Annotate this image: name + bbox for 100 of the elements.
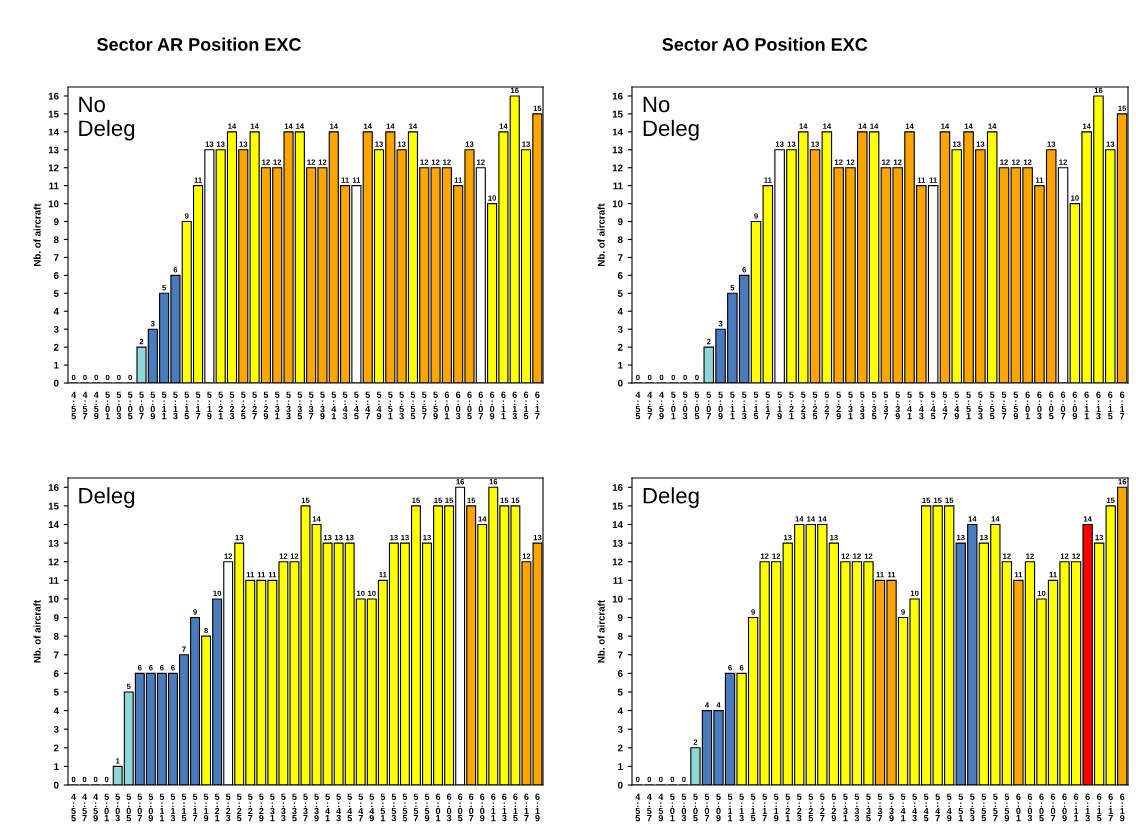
- y-tick-label: 6: [53, 272, 59, 279]
- x-tick-label: 5:19: [203, 793, 209, 822]
- x-tick-label: 6:13: [512, 391, 517, 420]
- x-tick-label: 5:17: [192, 793, 198, 822]
- x-tick-label: 5:05: [126, 793, 132, 822]
- x-tick-label: 6:17: [524, 793, 529, 822]
- x-tick-label: 5:09: [718, 391, 723, 420]
- x-tick-label: 5:23: [796, 793, 802, 822]
- y-tick-label: 16: [48, 484, 59, 491]
- x-tick-label: 5:45: [354, 391, 359, 420]
- x-tick-label: 4:55: [71, 391, 77, 420]
- y-tick-label: 15: [612, 502, 623, 510]
- x-tick-label: 5:13: [739, 793, 744, 822]
- x-tick-label: 6:09: [1072, 391, 1078, 420]
- x-tick-label: 6:15: [1108, 391, 1113, 420]
- x-tick-label: 5:05: [127, 391, 133, 420]
- x-tick-label: 5:29: [836, 391, 841, 420]
- x-tick-label: 5:39: [895, 391, 900, 420]
- y-tick-label: 5: [617, 688, 623, 696]
- x-tick-label: 5:37: [308, 391, 314, 420]
- y-tick-label: 3: [53, 725, 59, 733]
- x-tick-label: 6:07: [1050, 793, 1056, 822]
- x-tick-label: 5:51: [388, 391, 393, 420]
- y-tick-label: 10: [612, 595, 623, 603]
- x-tick-label: 5:07: [139, 391, 144, 420]
- x-tick-label: 5:29: [263, 391, 269, 420]
- y-tick-label: 8: [617, 236, 623, 244]
- x-tick-label: 6:15: [523, 391, 529, 420]
- x-tick-label: 5:47: [942, 391, 948, 420]
- x-tick-label: 5:33: [854, 793, 860, 822]
- x-tick-label: 6:07: [469, 793, 474, 822]
- x-tick-label: 5:35: [866, 793, 871, 822]
- x-tick-label: 5:11: [159, 793, 165, 822]
- x-tick-label: 5:01: [105, 391, 110, 420]
- x-tick-label: 5:57: [993, 793, 998, 822]
- x-tick-label: 6:11: [1084, 391, 1089, 420]
- x-tick-label: 5:53: [391, 793, 397, 822]
- x-tick-label: 5:35: [297, 391, 303, 420]
- y-tick-label: 6: [617, 272, 623, 279]
- x-tick-label: 4:59: [93, 793, 99, 822]
- x-tick-label: 6:11: [1073, 793, 1079, 822]
- x-tick-label: 5:41: [900, 793, 906, 822]
- y-tick-label: 2: [53, 343, 59, 351]
- x-tick-label: 5:21: [214, 793, 220, 822]
- y-tick-label: 1: [618, 763, 623, 770]
- y-tick-label: 4: [617, 707, 623, 715]
- x-tick-label: 5:13: [170, 793, 176, 822]
- x-tick-label: 5:21: [785, 793, 790, 822]
- y-tick-label: 15: [48, 110, 59, 118]
- x-tick-label: 5:51: [966, 391, 971, 420]
- y-tick-label: 13: [612, 539, 623, 547]
- x-tick-label: 6:03: [1037, 391, 1042, 420]
- x-tick-label: 5:41: [331, 391, 337, 420]
- y-axis-title: Nb. of aircraft: [33, 203, 41, 266]
- x-tick-label: 5:55: [981, 793, 987, 822]
- x-tick-label: 5:59: [424, 793, 430, 822]
- x-tick-label: 5:43: [336, 793, 342, 822]
- x-tick-label: 5:15: [184, 391, 190, 420]
- y-tick-label: 16: [612, 484, 623, 491]
- annotation: Deleg: [79, 487, 135, 508]
- x-tick-label: 5:37: [883, 391, 889, 420]
- x-tick-label: 6:01: [1025, 391, 1030, 420]
- y-tick-label: 1: [54, 361, 59, 369]
- x-tick-label: 5:01: [104, 793, 109, 822]
- x-tick-label: 4:59: [93, 391, 99, 420]
- x-tick-label: 5:09: [716, 793, 721, 822]
- y-tick-label: 7: [53, 651, 59, 659]
- y-tick-label: 4: [53, 308, 59, 315]
- y-tick-label: 14: [48, 128, 59, 136]
- x-tick-label: 6:19: [1120, 793, 1125, 822]
- x-tick-label: 6:01: [444, 391, 450, 420]
- x-tick-label: 5:29: [831, 793, 837, 822]
- x-tick-label: 5:05: [694, 391, 700, 420]
- y-tick-label: 13: [48, 146, 59, 154]
- x-tick-label: 5:41: [325, 793, 331, 822]
- chart-title: Sector AO Position EXC: [662, 37, 868, 51]
- x-tick-label: 5:03: [682, 391, 688, 420]
- x-tick-label: 5:17: [765, 391, 771, 420]
- x-tick-label: 6:05: [467, 391, 472, 420]
- y-axis-title: Nb. of aircraft: [597, 600, 605, 663]
- x-tick-label: 6:03: [1027, 793, 1033, 822]
- x-tick-label: 5:27: [824, 391, 830, 420]
- x-tick-label: 6:01: [435, 793, 441, 822]
- y-tick-label: 11: [613, 182, 623, 190]
- x-tick-label: 5:19: [773, 793, 779, 822]
- x-tick-label: 5:39: [320, 391, 325, 420]
- y-tick-label: 4: [53, 707, 59, 715]
- x-tick-label: 5:27: [252, 391, 257, 420]
- x-tick-label: 5:53: [978, 391, 983, 420]
- x-tick-label: 6:11: [491, 793, 496, 822]
- x-tick-label: 5:55: [410, 391, 416, 420]
- y-tick-label: 12: [48, 558, 59, 566]
- y-tick-label: 11: [49, 182, 59, 190]
- x-tick-label: 5:45: [930, 391, 936, 420]
- x-tick-label: 5:25: [808, 793, 814, 822]
- y-tick-label: 0: [53, 379, 59, 387]
- y-tick-label: 5: [53, 290, 59, 297]
- x-tick-label: 4:59: [658, 793, 664, 822]
- x-tick-label: 5:51: [380, 793, 386, 822]
- x-tick-label: 6:15: [513, 793, 518, 822]
